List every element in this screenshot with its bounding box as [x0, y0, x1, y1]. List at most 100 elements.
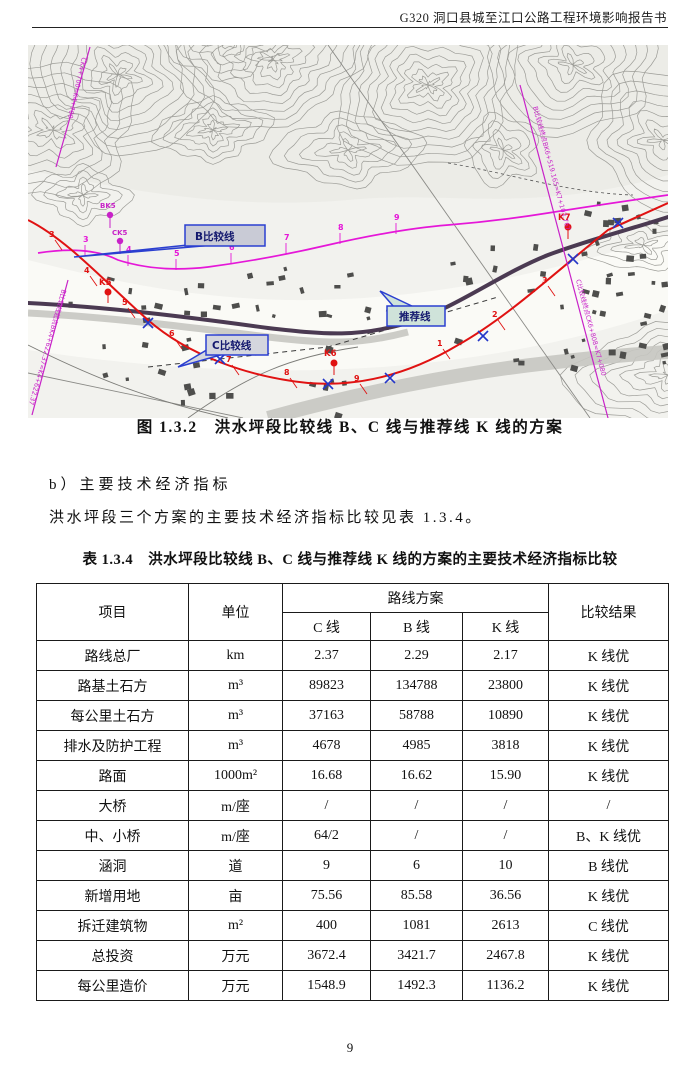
- route-line-b: [37, 194, 668, 270]
- cell-b: 1492.3: [370, 970, 463, 1001]
- cell-item: 中、小桥: [36, 820, 189, 851]
- table-row: 大桥 m/座 / / / /: [36, 790, 669, 821]
- k7-flag: K7: [558, 213, 572, 239]
- svg-text:4: 4: [126, 245, 132, 254]
- svg-text:6: 6: [229, 243, 235, 252]
- cell-k: 1136.2: [462, 970, 549, 1001]
- cell-unit: m³: [188, 670, 283, 701]
- contour-lines: [28, 45, 668, 418]
- svg-text:2: 2: [492, 310, 498, 319]
- cell-c: 3672.4: [282, 940, 371, 971]
- table-row: 路基土石方 m³ 89823 134788 23800 K 线优: [36, 670, 669, 701]
- cell-b: 85.58: [370, 880, 463, 911]
- table-row: 排水及防护工程 m³ 4678 4985 3818 K 线优: [36, 730, 669, 761]
- k7-label: K7: [558, 213, 571, 223]
- cell-k: 3818: [462, 730, 549, 761]
- cell-item: 大桥: [36, 790, 189, 821]
- svg-text:3: 3: [542, 276, 548, 285]
- cell-item: 拆迁建筑物: [36, 910, 189, 941]
- table-row: 新增用地亩 75.56 85.58 36.56 K 线优: [36, 880, 669, 911]
- cell-c: 89823: [282, 670, 371, 701]
- table-row: 总投资 万元 3672.4 3421.7 2467.8 K 线优: [36, 940, 669, 971]
- cell-b: 1081: [370, 910, 463, 941]
- svg-text:4: 4: [84, 266, 90, 275]
- cell-unit: m³: [188, 700, 283, 731]
- callout-recommended-line: 推荐线: [379, 290, 446, 327]
- cell-result: K 线优: [548, 640, 669, 671]
- cell-b: 16.62: [370, 760, 463, 791]
- cell-k: 23800: [462, 670, 549, 701]
- cell-c: 4678: [282, 730, 371, 761]
- cell-k: 36.56: [462, 880, 549, 911]
- cell-c: 1548.9: [282, 970, 371, 1001]
- cell-k: 10: [462, 850, 549, 881]
- cell-c: 16.68: [282, 760, 371, 791]
- col-header-item: 项目: [36, 583, 189, 641]
- table-row: 中、小桥 m/座 64/2// B、K 线优: [36, 820, 669, 851]
- indicator-table-container: 项目 单位 路线方案 比较结果 C 线 B 线 K 线 路线总厂 km 2.37 2.…: [36, 583, 669, 1001]
- svg-text:8: 8: [284, 368, 290, 377]
- ck5-label: CK5: [112, 229, 128, 237]
- svg-text:9: 9: [354, 374, 360, 383]
- indicator-comparison-table: 项目 单位 路线方案 比较结果 C 线 B 线 K 线 路线总厂 km 2.37 2.…: [36, 583, 669, 1001]
- svg-text:5: 5: [122, 298, 128, 307]
- svg-text:9: 9: [394, 213, 400, 222]
- table-caption: 表 1.3.4 洪水坪段比较线 B、C 线与推荐线 K 线的方案的主要技术经济指…: [82, 552, 618, 568]
- table-header-row-1: 项目 单位 路线方案 比较结果: [36, 583, 669, 641]
- bk5-flag: BK5: [100, 202, 116, 228]
- cell-unit: m³: [188, 730, 283, 761]
- cell-unit: 1000m²: [188, 760, 283, 791]
- callout-b-line: B比较线: [73, 224, 266, 258]
- cell-unit: 万元: [188, 970, 283, 1001]
- svg-text:6: 6: [169, 329, 175, 338]
- cell-item: 每公里造价: [36, 970, 189, 1001]
- cell-b: 6: [370, 850, 463, 881]
- paragraph-body-text: 洪水坪段三个方案的主要技术经济指标比较见表 1.3.4。: [49, 510, 483, 526]
- table-row: 涵洞道 9 6 10 B 线优: [36, 850, 669, 881]
- table-row: 每公里土石方 m³ 37163 58788 10890 K 线优: [36, 700, 669, 731]
- cell-c: 37163: [282, 700, 371, 731]
- map-valley-shade: [28, 235, 668, 371]
- svg-text:3: 3: [49, 230, 55, 239]
- cell-result: C 线优: [548, 910, 669, 941]
- cell-result: K 线优: [548, 970, 669, 1001]
- cell-item: 路基土石方: [36, 670, 189, 701]
- cell-result: B 线优: [548, 850, 669, 881]
- route-line-c: [28, 202, 668, 385]
- cell-unit: m/座: [188, 790, 283, 821]
- cell-k: 2.17: [462, 640, 549, 671]
- cell-result: /: [548, 790, 669, 821]
- cell-result: K 线优: [548, 760, 669, 791]
- header-rule: [32, 27, 668, 28]
- cell-item: 新增用地: [36, 880, 189, 911]
- station-marks: 3 4 5 6 7 8 9 3 4 5 6 7 8 9 1 2 3: [49, 213, 624, 395]
- cell-result: K 线优: [548, 880, 669, 911]
- cell-item: 每公里土石方: [36, 700, 189, 731]
- table-row: 路线总厂 km 2.37 2.29 2.17 K 线优: [36, 640, 669, 671]
- k6-label: K6: [324, 349, 337, 359]
- page-number: 9: [346, 1040, 354, 1055]
- cell-result: K 线优: [548, 730, 669, 761]
- cell-k: 2613: [462, 910, 549, 941]
- recommended-line-callout-label: 推荐线: [399, 310, 431, 323]
- c-line-callout-label: C比较线: [212, 339, 252, 352]
- cell-c: 64/2: [282, 820, 371, 851]
- cell-item: 路线总厂: [36, 640, 189, 671]
- svg-text:8: 8: [338, 223, 344, 232]
- cell-c: 9: [282, 850, 371, 881]
- cell-c: 75.56: [282, 880, 371, 911]
- table-row: 路面 1000m² 16.68 16.62 15.90 K 线优: [36, 760, 669, 791]
- cell-item: 总投资: [36, 940, 189, 971]
- cell-b: 3421.7: [370, 940, 463, 971]
- col-header-plan-group: 路线方案: [282, 583, 549, 613]
- cell-b: 2.29: [370, 640, 463, 671]
- k5-label: K5: [99, 278, 112, 288]
- cell-b: 134788: [370, 670, 463, 701]
- figure-map-container: 3 4 5 6 7 8 9 3 4 5 6 7 8 9 1 2 3 K5 K6 K7 BK5: [28, 45, 668, 418]
- cell-unit: 万元: [188, 940, 283, 971]
- col-header-result: 比较结果: [548, 583, 669, 641]
- table-row: 拆迁建筑物 m² 400 1081 2613 C 线优: [36, 910, 669, 941]
- cell-result: B、K 线优: [548, 820, 669, 851]
- col-header-c-line: C 线: [282, 612, 371, 641]
